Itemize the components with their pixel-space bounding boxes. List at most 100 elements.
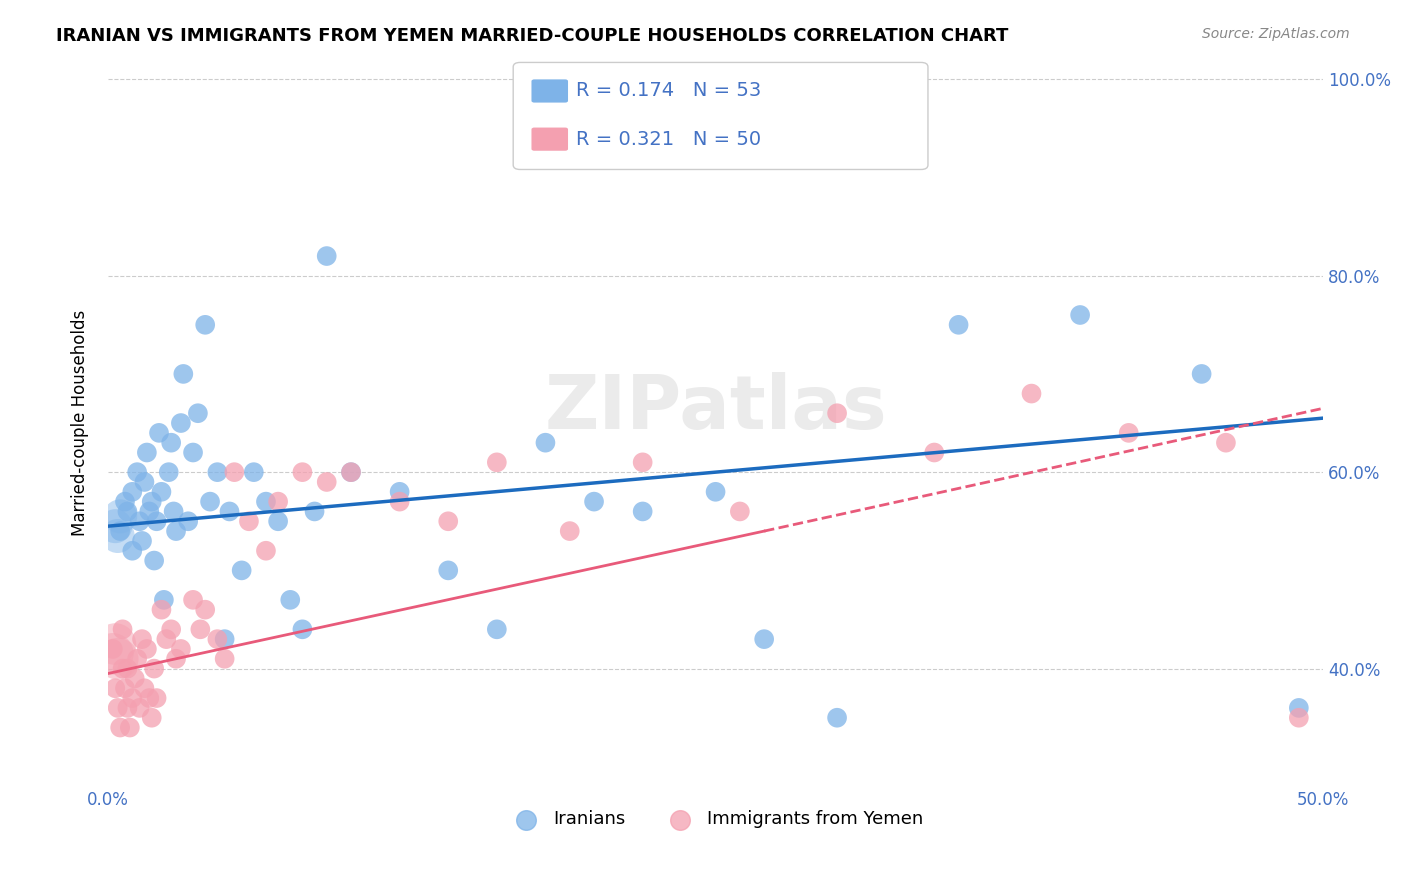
Point bbox=[111, 623, 134, 637]
Text: IRANIAN VS IMMIGRANTS FROM YEMEN MARRIED-COUPLE HOUSEHOLDS CORRELATION CHART: IRANIAN VS IMMIGRANTS FROM YEMEN MARRIED… bbox=[56, 27, 1008, 45]
Point bbox=[1118, 425, 1140, 440]
Point bbox=[704, 484, 727, 499]
Point bbox=[254, 543, 277, 558]
Point bbox=[128, 514, 150, 528]
Point bbox=[1215, 435, 1237, 450]
Point bbox=[165, 524, 187, 538]
Point bbox=[160, 623, 183, 637]
Point bbox=[1191, 367, 1213, 381]
Point bbox=[107, 701, 129, 715]
Point bbox=[143, 553, 166, 567]
Point bbox=[150, 602, 173, 616]
Point bbox=[131, 632, 153, 647]
Point bbox=[243, 465, 266, 479]
Point bbox=[218, 504, 240, 518]
Point bbox=[948, 318, 970, 332]
Point bbox=[388, 494, 411, 508]
Point bbox=[117, 701, 139, 715]
Point bbox=[108, 721, 131, 735]
Point bbox=[187, 406, 209, 420]
Point bbox=[145, 514, 167, 528]
Point bbox=[108, 524, 131, 538]
Text: R = 0.321   N = 50: R = 0.321 N = 50 bbox=[576, 129, 762, 149]
Point bbox=[238, 514, 260, 528]
Point bbox=[101, 642, 124, 657]
Point bbox=[172, 367, 194, 381]
Text: R = 0.174   N = 53: R = 0.174 N = 53 bbox=[576, 81, 762, 101]
Point bbox=[194, 318, 217, 332]
Point bbox=[558, 524, 581, 538]
Point bbox=[267, 514, 290, 528]
Point bbox=[437, 514, 460, 528]
Point bbox=[118, 721, 141, 735]
Point bbox=[181, 592, 204, 607]
Point bbox=[107, 529, 129, 543]
Point bbox=[114, 494, 136, 508]
Text: ZIPatlas: ZIPatlas bbox=[544, 372, 887, 445]
Point bbox=[207, 632, 229, 647]
Point bbox=[924, 445, 946, 459]
Point bbox=[170, 642, 193, 657]
Point bbox=[155, 632, 177, 647]
Point bbox=[104, 681, 127, 696]
Point bbox=[315, 249, 337, 263]
Point bbox=[825, 406, 848, 420]
Point bbox=[143, 662, 166, 676]
Point bbox=[825, 711, 848, 725]
Point bbox=[141, 711, 163, 725]
Point bbox=[107, 652, 129, 666]
Point bbox=[117, 662, 139, 676]
Point bbox=[108, 509, 131, 524]
Point bbox=[214, 632, 236, 647]
Point bbox=[437, 563, 460, 577]
Point bbox=[214, 652, 236, 666]
Point bbox=[131, 533, 153, 548]
Point bbox=[181, 445, 204, 459]
Point bbox=[485, 623, 508, 637]
Point bbox=[121, 484, 143, 499]
Point bbox=[141, 494, 163, 508]
Point bbox=[388, 484, 411, 499]
Point bbox=[485, 455, 508, 469]
Point bbox=[128, 701, 150, 715]
Point bbox=[160, 435, 183, 450]
Point bbox=[148, 425, 170, 440]
Point bbox=[135, 445, 157, 459]
Point bbox=[124, 672, 146, 686]
Y-axis label: Married-couple Households: Married-couple Households bbox=[72, 310, 89, 536]
Point bbox=[534, 435, 557, 450]
Point bbox=[1288, 701, 1310, 715]
Point bbox=[728, 504, 751, 518]
Point bbox=[121, 543, 143, 558]
Point bbox=[304, 504, 326, 518]
Point bbox=[145, 691, 167, 706]
Point bbox=[291, 465, 314, 479]
Point bbox=[101, 647, 124, 661]
Point bbox=[162, 504, 184, 518]
Point bbox=[198, 494, 221, 508]
Point bbox=[188, 623, 211, 637]
Point bbox=[340, 465, 363, 479]
Point bbox=[278, 592, 301, 607]
Point bbox=[135, 642, 157, 657]
Point bbox=[631, 504, 654, 518]
Point bbox=[104, 519, 127, 533]
Point bbox=[1288, 711, 1310, 725]
Point bbox=[138, 691, 160, 706]
Point bbox=[224, 465, 246, 479]
Point bbox=[1021, 386, 1043, 401]
Text: Source: ZipAtlas.com: Source: ZipAtlas.com bbox=[1202, 27, 1350, 41]
Point bbox=[583, 494, 606, 508]
Point bbox=[114, 681, 136, 696]
Point bbox=[340, 465, 363, 479]
Point bbox=[207, 465, 229, 479]
Point bbox=[254, 494, 277, 508]
Point bbox=[291, 623, 314, 637]
Point bbox=[121, 691, 143, 706]
Point bbox=[231, 563, 253, 577]
Point bbox=[138, 504, 160, 518]
Point bbox=[1069, 308, 1091, 322]
Point bbox=[315, 475, 337, 489]
Point bbox=[194, 602, 217, 616]
Point bbox=[170, 416, 193, 430]
